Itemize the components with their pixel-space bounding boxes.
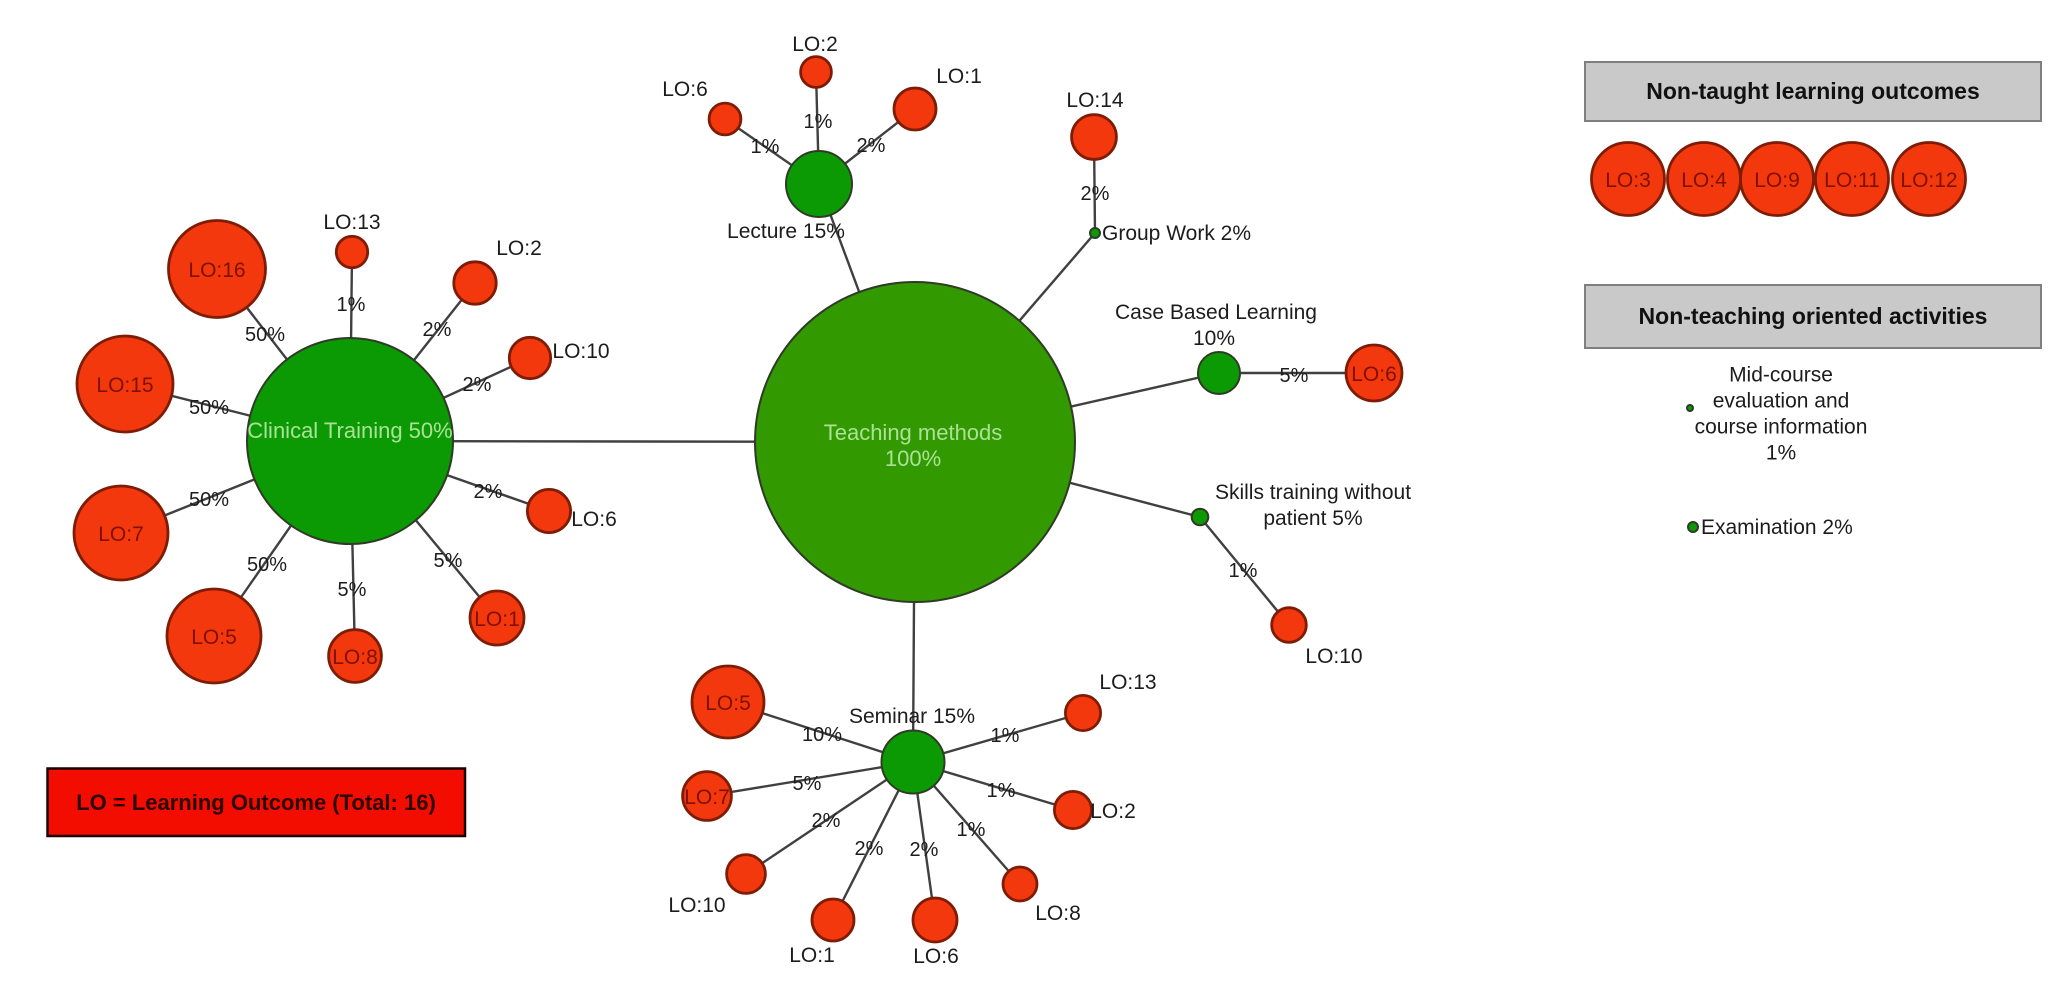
svg-text:1%: 1% bbox=[987, 780, 1016, 802]
svg-text:LO:15: LO:15 bbox=[96, 374, 153, 397]
svg-text:2%: 2% bbox=[855, 838, 884, 860]
svg-text:1%: 1% bbox=[751, 136, 780, 158]
svg-text:evaluation and: evaluation and bbox=[1713, 390, 1850, 413]
svg-text:course information: course information bbox=[1695, 416, 1868, 439]
svg-text:LO:14: LO:14 bbox=[1066, 89, 1124, 112]
svg-text:100%: 100% bbox=[885, 446, 941, 471]
svg-text:50%: 50% bbox=[189, 489, 229, 511]
svg-text:5%: 5% bbox=[434, 550, 463, 572]
svg-text:Teaching methods: Teaching methods bbox=[824, 420, 1003, 445]
svg-text:Non-teaching oriented activiti: Non-teaching oriented activities bbox=[1639, 303, 1988, 329]
svg-text:LO:2: LO:2 bbox=[1090, 800, 1136, 823]
svg-text:LO:13: LO:13 bbox=[323, 211, 380, 234]
svg-text:Case Based Learning: Case Based Learning bbox=[1115, 301, 1317, 324]
svg-text:50%: 50% bbox=[245, 324, 285, 346]
svg-text:LO:1: LO:1 bbox=[789, 944, 835, 967]
svg-text:LO = Learning Outcome (Total:: LO = Learning Outcome (Total: 16) bbox=[76, 790, 436, 815]
svg-text:2%: 2% bbox=[910, 839, 939, 861]
svg-text:Group Work 2%: Group Work 2% bbox=[1102, 222, 1251, 245]
svg-text:LO:16: LO:16 bbox=[188, 259, 245, 282]
svg-text:Skills training without: Skills training without bbox=[1215, 481, 1411, 504]
svg-text:Non-taught learning outcomes: Non-taught learning outcomes bbox=[1646, 78, 1980, 104]
svg-text:5%: 5% bbox=[793, 773, 822, 795]
svg-text:LO:6: LO:6 bbox=[1351, 363, 1397, 386]
svg-text:LO:7: LO:7 bbox=[98, 523, 144, 546]
svg-text:Clinical Training 50%: Clinical Training 50% bbox=[247, 418, 452, 443]
svg-text:LO:1: LO:1 bbox=[474, 608, 520, 631]
svg-text:LO:1: LO:1 bbox=[936, 65, 982, 88]
svg-text:LO:4: LO:4 bbox=[1681, 169, 1727, 192]
svg-text:LO:10: LO:10 bbox=[668, 894, 725, 917]
svg-text:LO:11: LO:11 bbox=[1824, 169, 1880, 192]
svg-text:LO:3: LO:3 bbox=[1605, 169, 1651, 192]
svg-text:LO:9: LO:9 bbox=[1754, 169, 1800, 192]
svg-text:patient 5%: patient 5% bbox=[1263, 507, 1362, 530]
svg-text:1%: 1% bbox=[1229, 560, 1258, 582]
svg-text:1%: 1% bbox=[991, 725, 1020, 747]
svg-text:LO:8: LO:8 bbox=[1035, 902, 1081, 925]
svg-text:Examination 2%: Examination 2% bbox=[1701, 516, 1853, 539]
svg-text:LO:7: LO:7 bbox=[684, 786, 730, 809]
svg-text:LO:6: LO:6 bbox=[913, 945, 959, 968]
svg-text:LO:6: LO:6 bbox=[571, 508, 617, 531]
svg-text:1%: 1% bbox=[804, 111, 833, 133]
svg-text:2%: 2% bbox=[857, 135, 886, 157]
svg-text:LO:10: LO:10 bbox=[552, 340, 609, 363]
svg-text:LO:5: LO:5 bbox=[705, 692, 751, 715]
svg-text:2%: 2% bbox=[812, 810, 841, 832]
svg-text:LO:2: LO:2 bbox=[496, 237, 542, 260]
svg-text:1%: 1% bbox=[957, 819, 986, 841]
svg-text:10%: 10% bbox=[1193, 327, 1235, 350]
svg-text:2%: 2% bbox=[423, 319, 452, 341]
svg-text:LO:8: LO:8 bbox=[332, 646, 378, 669]
svg-text:2%: 2% bbox=[463, 374, 492, 396]
svg-text:LO:10: LO:10 bbox=[1305, 645, 1362, 668]
svg-text:50%: 50% bbox=[247, 554, 287, 576]
svg-text:10%: 10% bbox=[802, 724, 842, 746]
svg-text:LO:13: LO:13 bbox=[1099, 671, 1156, 694]
svg-text:50%: 50% bbox=[189, 397, 229, 419]
svg-text:1%: 1% bbox=[337, 294, 366, 316]
svg-text:Lecture 15%: Lecture 15% bbox=[727, 220, 845, 243]
svg-text:LO:12: LO:12 bbox=[1900, 169, 1957, 192]
svg-text:5%: 5% bbox=[338, 579, 367, 601]
svg-text:5%: 5% bbox=[1280, 365, 1309, 387]
svg-text:1%: 1% bbox=[1766, 442, 1796, 465]
svg-text:2%: 2% bbox=[1081, 183, 1110, 205]
svg-text:LO:6: LO:6 bbox=[662, 78, 708, 101]
svg-text:LO:5: LO:5 bbox=[191, 626, 237, 649]
svg-text:LO:2: LO:2 bbox=[792, 33, 838, 56]
svg-text:Mid-course: Mid-course bbox=[1729, 364, 1833, 387]
svg-text:2%: 2% bbox=[474, 481, 503, 503]
svg-text:Seminar 15%: Seminar 15% bbox=[849, 705, 975, 728]
